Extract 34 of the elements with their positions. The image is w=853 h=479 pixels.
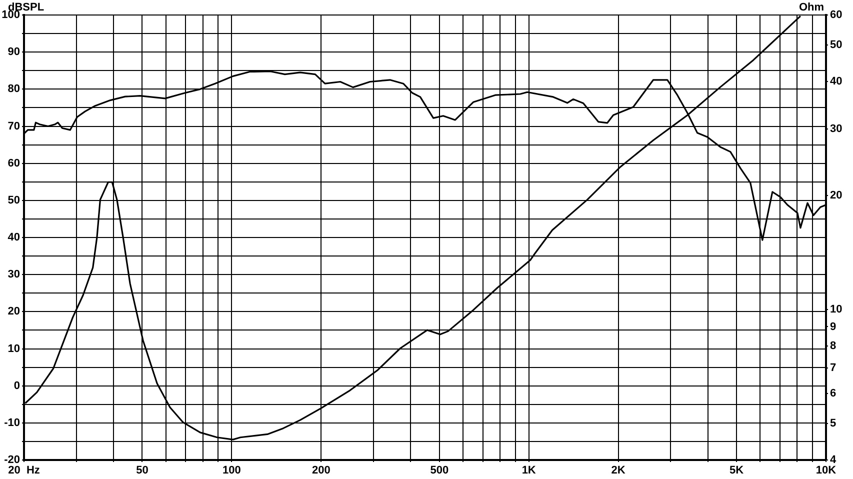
x-tick-label: 100 (222, 464, 241, 477)
y-axis-title: Ohm (798, 2, 824, 14)
x-tick-label: 5K (730, 464, 744, 477)
y2-tick-label: -10 (4, 416, 20, 429)
y-tick-label: 5 (830, 417, 836, 430)
y-tick-label: 20 (830, 190, 842, 202)
y2-tick-label: 70 (8, 120, 20, 132)
x-tick-label: 500 (430, 464, 449, 477)
y-tick-label: 4 (830, 454, 837, 466)
y2-tick-label: -20 (4, 454, 20, 466)
y-tick-label: 7 (830, 362, 836, 374)
y2-tick-label: 90 (8, 46, 20, 58)
y-tick-label: 9 (830, 320, 836, 333)
x-tick-label: 20 Hz (8, 464, 40, 477)
y2-tick-label: 30 (8, 268, 20, 281)
y2-tick-label: 60 (8, 157, 20, 170)
y-tick-label: 10 (830, 303, 842, 316)
x-tick-label: 1K (522, 464, 536, 477)
x-tick-label: 2K (611, 464, 626, 477)
y-tick-label: 60 (830, 9, 842, 22)
y2-tick-label: 50 (8, 194, 20, 206)
x-tick-label: 10K (816, 464, 836, 477)
y2-tick-label: 10 (8, 342, 20, 355)
y2-tick-label: 20 (8, 306, 20, 318)
y-tick-label: 6 (830, 387, 836, 400)
y2-tick-label: 40 (8, 232, 20, 244)
x-tick-label: 200 (312, 464, 330, 477)
y-tick-label: 40 (830, 76, 842, 88)
x-tick-label: 50 (136, 464, 148, 477)
y2-tick-label: 80 (8, 83, 20, 96)
y-tick-label: 30 (830, 122, 842, 135)
y2-tick-label: 0 (14, 380, 20, 392)
y-tick-label: 50 (830, 38, 842, 51)
y-tick-label: 8 (830, 340, 836, 352)
